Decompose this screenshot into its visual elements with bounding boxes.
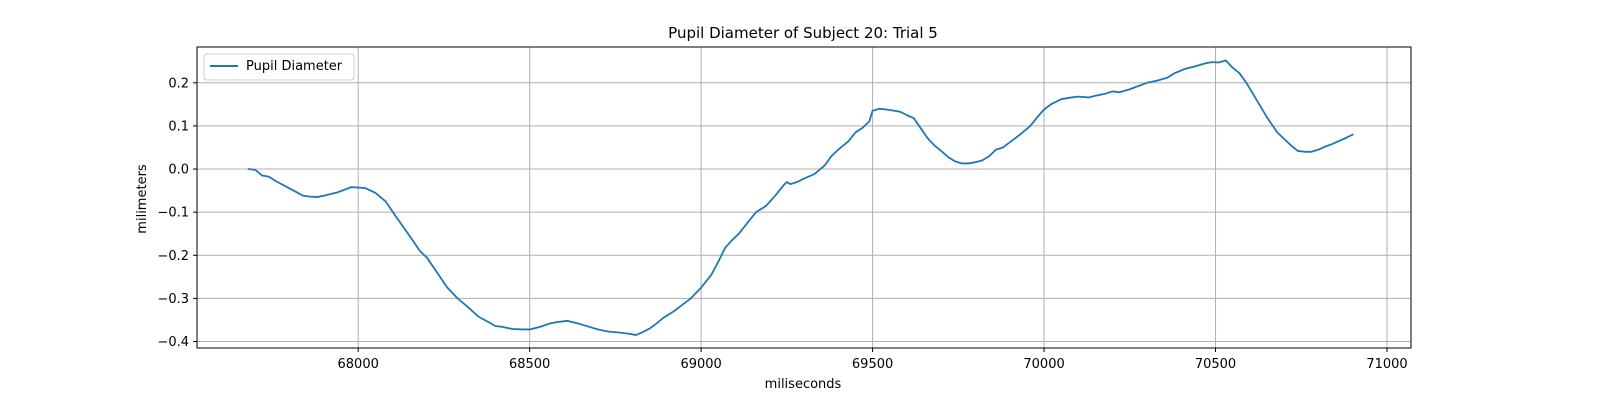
x-tick-label: 71000 [1366, 357, 1407, 372]
x-tick-label: 69000 [680, 357, 721, 372]
x-tick-label: 69500 [852, 357, 893, 372]
x-tick-label: 70500 [1195, 357, 1236, 372]
x-tick-label: 68000 [338, 357, 379, 372]
x-axis-label: miliseconds [765, 377, 842, 392]
grid-layer [197, 47, 1411, 348]
y-axis-label: milimeters [135, 164, 150, 234]
y-tick-label: −0.1 [157, 206, 189, 221]
y-tick-label: −0.4 [157, 335, 189, 350]
axes-layer: 68000 68500 69000 69500 70000 70500 71000 −0.4 −… [157, 46, 1412, 372]
legend-box [203, 53, 355, 81]
y-tick-label: 0.1 [168, 119, 189, 134]
y-tick-label: 0.0 [168, 163, 189, 178]
legend-label: Pupil Diameter [246, 59, 343, 74]
series-line-pupil-diameter [247, 59, 1354, 336]
series-layer [247, 59, 1354, 336]
plot-frame [196, 46, 1412, 349]
y-tick-label: −0.3 [157, 292, 189, 307]
x-tick-label: 68500 [509, 357, 550, 372]
y-tick-label: 0.2 [168, 76, 189, 91]
y-tick-label: −0.2 [157, 249, 189, 264]
x-tick-label: 70000 [1023, 357, 1064, 372]
chart-title: Pupil Diameter of Subject 20: Trial 5 [668, 24, 938, 42]
legend: Pupil Diameter [203, 53, 355, 81]
